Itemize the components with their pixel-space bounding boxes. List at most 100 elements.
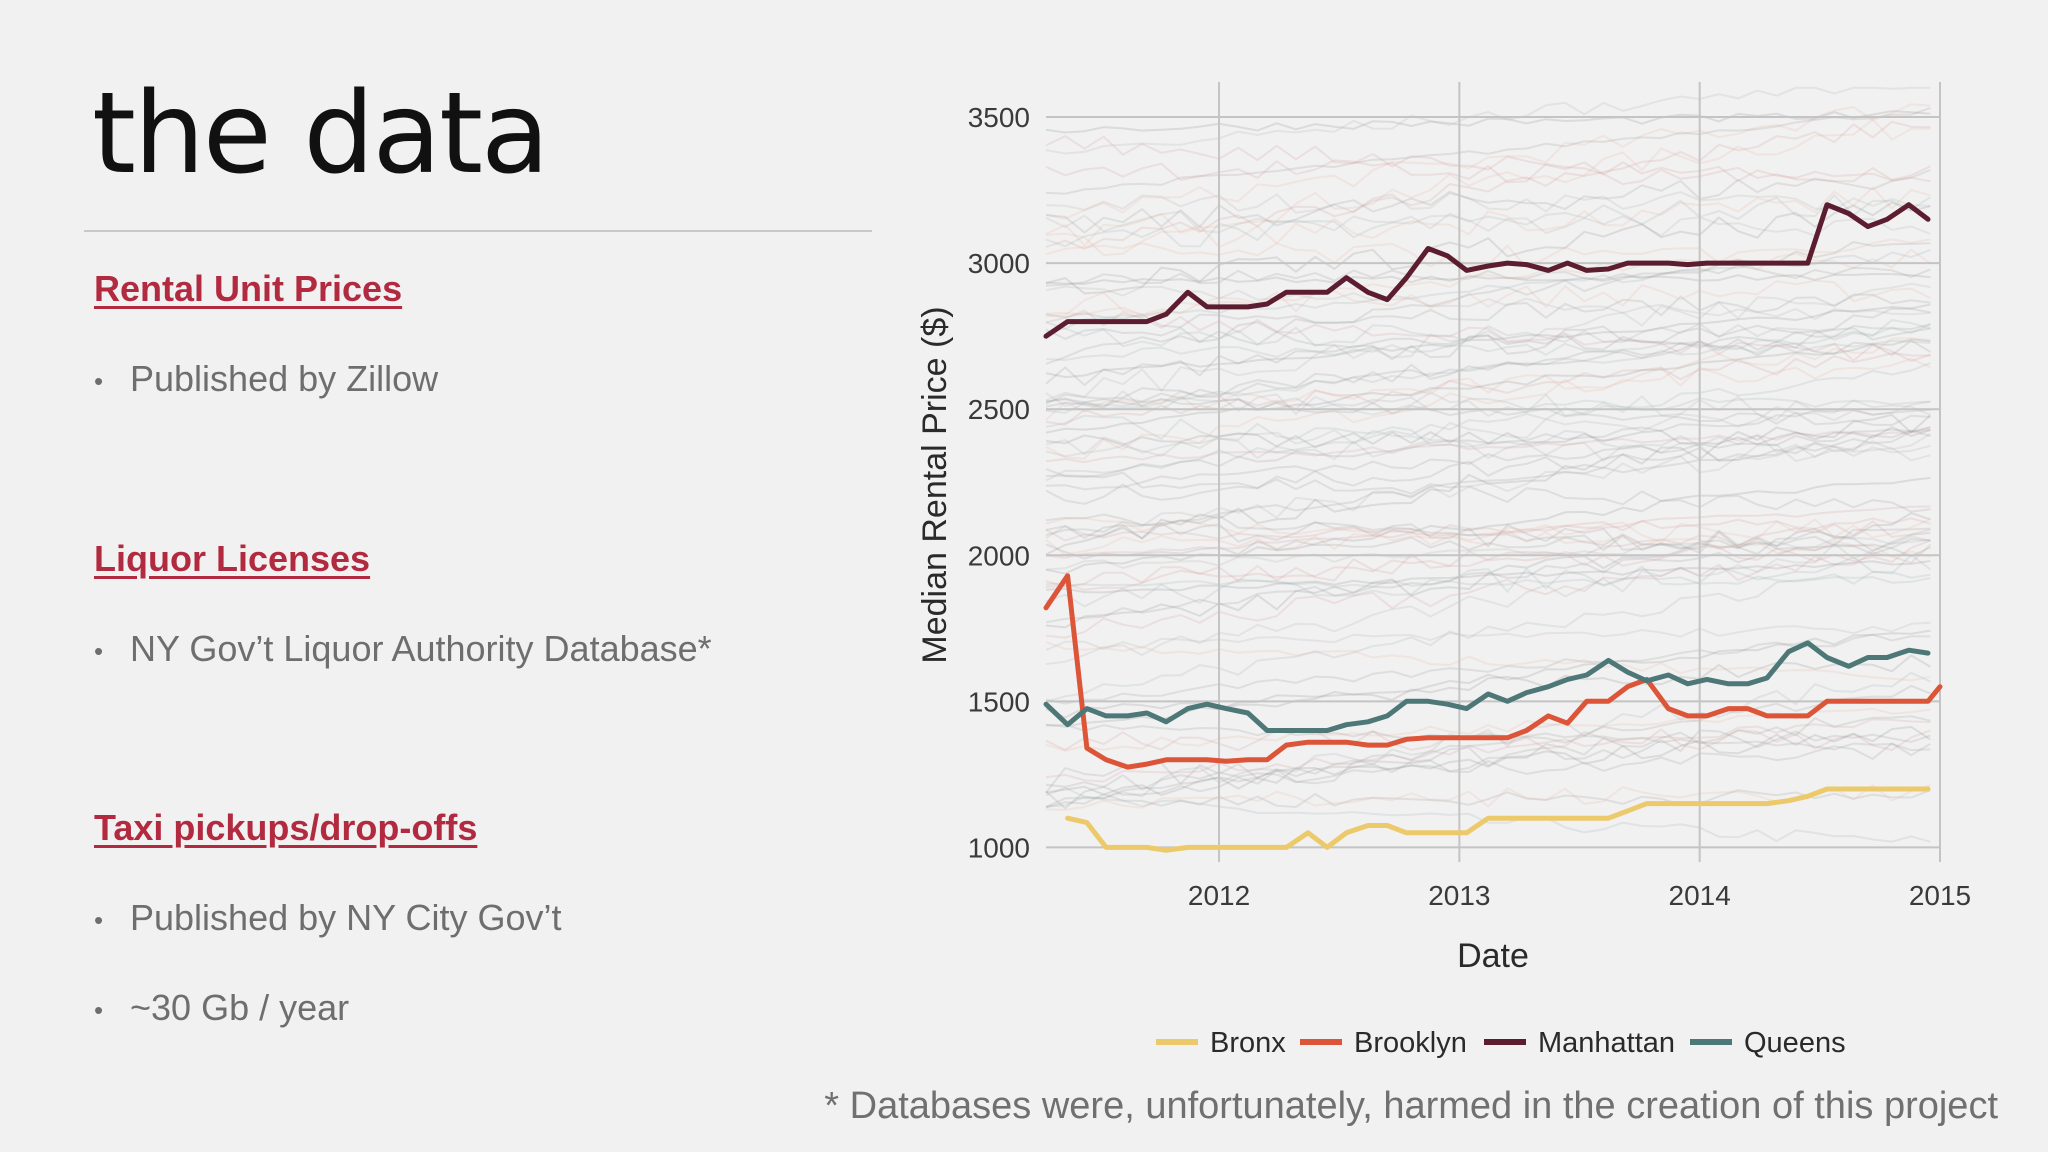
background-line: [1045, 210, 1931, 238]
background-line: [1045, 326, 1931, 357]
background-line: [1045, 641, 1931, 682]
background-line: [1045, 357, 1931, 421]
background-line: [1045, 715, 1931, 810]
background-line: [1045, 159, 1931, 186]
background-line: [1045, 338, 1931, 434]
background-neighborhood-lines: [1045, 86, 1932, 843]
background-line: [1045, 396, 1931, 412]
background-line: [1045, 361, 1931, 482]
footnote: * Databases were, unfortunately, harmed …: [824, 1085, 1998, 1127]
background-line: [1045, 505, 1931, 559]
background-line: [1045, 539, 1931, 588]
background-line: [1045, 414, 1931, 459]
background-line: [1045, 186, 1931, 257]
title-divider: [84, 230, 872, 232]
background-line: [1045, 518, 1931, 556]
background-line: [1045, 517, 1931, 542]
bullet-text: Published by NY City Gov’t: [130, 897, 562, 938]
background-line: [1045, 575, 1931, 588]
background-line: [1045, 118, 1931, 247]
legend-label-queens: Queens: [1744, 1027, 1846, 1059]
background-line: [1045, 135, 1931, 183]
heading-liquor-licenses[interactable]: Liquor Licenses: [94, 538, 371, 579]
background-line: [1045, 436, 1931, 463]
background-line: [1045, 725, 1931, 797]
background-line: [1045, 240, 1931, 365]
background-line: [1045, 103, 1931, 220]
bullet-liquor-authority: • NY Gov’t Liquor Authority Database*: [94, 628, 712, 670]
background-line: [1045, 560, 1931, 594]
background-line: [1045, 169, 1931, 234]
background-line: [1045, 303, 1931, 379]
background-line: [1045, 413, 1932, 556]
background-line: [1045, 553, 1931, 608]
background-line: [1045, 671, 1931, 800]
background-line: [1045, 193, 1931, 248]
background-line: [1045, 279, 1931, 318]
background-line: [1045, 633, 1931, 705]
bullet-nyc-gov: • Published by NY City Gov’t: [94, 897, 562, 939]
background-line: [1045, 426, 1931, 491]
y-tick-label: 1500: [968, 686, 1030, 717]
background-line: [1045, 539, 1931, 665]
background-line: [1045, 323, 1931, 408]
x-tick-label: 2013: [1428, 880, 1490, 911]
background-line: [1045, 527, 1931, 560]
background-line: [1045, 323, 1931, 414]
bullet-data-size: • ~30 Gb / year: [94, 987, 349, 1029]
background-line: [1045, 426, 1931, 449]
x-axis-title: Date: [1457, 937, 1529, 975]
background-line: [1045, 339, 1931, 362]
legend: Bronx Brooklyn Manhattan Queens: [1156, 1027, 1846, 1059]
background-line: [1045, 201, 1931, 295]
bullet-text: ~30 Gb / year: [130, 987, 350, 1028]
x-tick-label: 2014: [1669, 880, 1731, 911]
bullet-text: NY Gov’t Liquor Authority Database*: [130, 628, 712, 669]
background-line: [1045, 795, 1931, 843]
background-line: [1045, 520, 1931, 591]
y-tick-label: 2000: [968, 540, 1030, 571]
series-line-brooklyn: [1043, 573, 1943, 770]
background-line: [1045, 191, 1931, 214]
background-line: [1045, 408, 1931, 479]
background-line: [1045, 327, 1931, 405]
bullet-dot-icon: •: [94, 365, 104, 396]
background-line: [1045, 789, 1931, 809]
background-line: [1045, 512, 1931, 629]
background-line: [1045, 309, 1931, 363]
background-line: [1045, 535, 1931, 571]
bullet-zillow: • Published by Zillow: [94, 358, 438, 400]
background-line: [1045, 570, 1931, 703]
background-line: [1045, 718, 1931, 783]
y-tick-label: 2500: [968, 394, 1030, 425]
background-line: [1045, 513, 1931, 558]
background-line: [1045, 120, 1931, 251]
background-line: [1045, 433, 1931, 539]
background-line: [1045, 723, 1931, 752]
background-line: [1045, 307, 1931, 387]
borough-series: [1043, 202, 1943, 853]
background-line: [1045, 238, 1931, 316]
heading-rental-unit-prices[interactable]: Rental Unit Prices: [94, 268, 403, 309]
background-line: [1045, 684, 1931, 808]
background-line: [1045, 285, 1931, 321]
legend-label-bronx: Bronx: [1210, 1027, 1286, 1059]
bullet-dot-icon: •: [94, 904, 104, 935]
background-line: [1045, 429, 1931, 536]
background-line: [1045, 543, 1932, 639]
background-line: [1045, 293, 1931, 329]
background-line: [1045, 654, 1931, 719]
series-line-manhattan: [1043, 202, 1931, 339]
y-tick-label: 3500: [968, 102, 1030, 133]
background-line: [1045, 537, 1931, 624]
bullet-dot-icon: •: [94, 994, 104, 1025]
heading-taxi-pickups[interactable]: Taxi pickups/drop-offs: [94, 807, 478, 848]
background-line: [1045, 728, 1931, 752]
background-line: [1045, 729, 1931, 794]
background-line: [1045, 264, 1931, 287]
plot-background: [1046, 82, 1940, 862]
series-line-queens: [1043, 640, 1931, 733]
legend-label-manhattan: Manhattan: [1538, 1027, 1675, 1059]
x-tick-label: 2012: [1188, 880, 1250, 911]
